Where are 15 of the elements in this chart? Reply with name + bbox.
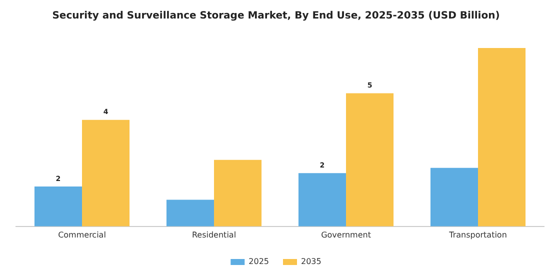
- bar: [82, 120, 130, 226]
- bar: [430, 168, 478, 226]
- x-tick-label: Transportation: [448, 230, 507, 240]
- x-tick-label: Residential: [192, 230, 236, 240]
- legend-label: 2035: [301, 257, 322, 266]
- bar: [214, 160, 262, 226]
- bar: [346, 93, 394, 226]
- bar: [478, 48, 526, 226]
- bar: [34, 186, 82, 226]
- bar: [166, 200, 214, 226]
- x-tick-label: Government: [321, 230, 371, 240]
- chart-title: Security and Surveillance Storage Market, By End Use, 2025-2035 (USD Billion): [52, 10, 500, 22]
- bar: [298, 173, 346, 226]
- legend-label: 2025: [248, 257, 269, 266]
- x-tick-label: Commercial: [58, 230, 106, 240]
